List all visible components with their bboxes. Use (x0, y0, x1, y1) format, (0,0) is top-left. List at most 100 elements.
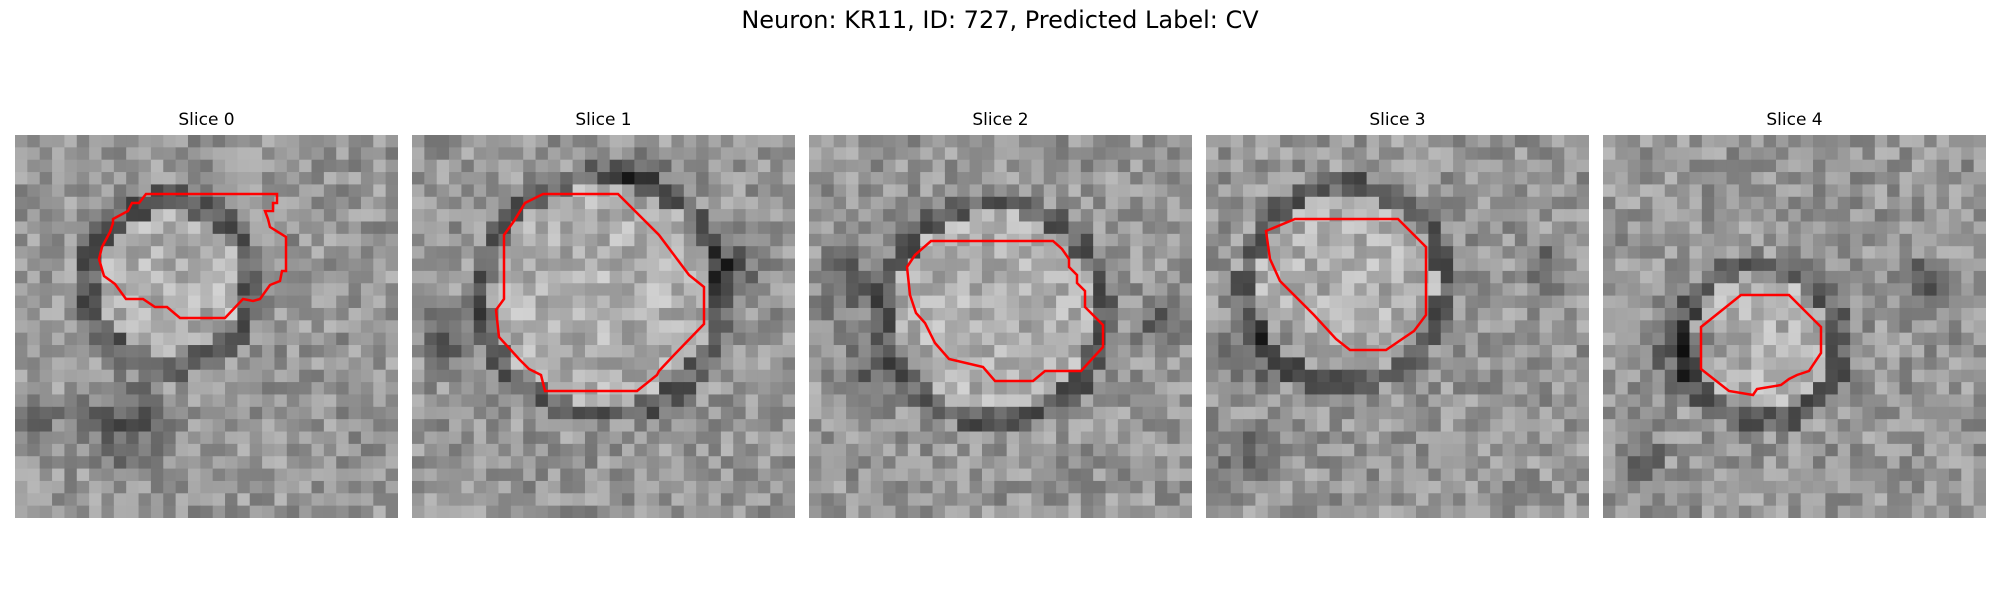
pixel-tile (200, 370, 213, 383)
pixel-tile (1130, 469, 1143, 482)
pixel-tile (486, 506, 499, 518)
pixel-tile (349, 456, 362, 469)
slice-title-1: Slice 1 (412, 108, 795, 132)
pixel-tile (1478, 357, 1491, 370)
pixel-tile (336, 259, 349, 272)
pixel-tile (1118, 456, 1131, 469)
pixel-tile (498, 481, 511, 494)
pixel-tile (1367, 493, 1380, 506)
pixel-tile (1404, 296, 1417, 309)
pixel-tile (274, 469, 287, 482)
pixel-tile (324, 506, 337, 518)
pixel-tile (1231, 444, 1244, 457)
pixel-tile (312, 493, 325, 506)
pixel-tile (1007, 469, 1020, 482)
pixel-tile (671, 493, 684, 506)
pixel-tile (474, 308, 487, 321)
pixel-tile (1155, 320, 1168, 333)
pixel-tile (498, 456, 511, 469)
pixel-tile (498, 184, 511, 197)
pixel-tile (1255, 135, 1268, 148)
pixel-tile (1552, 259, 1565, 272)
pixel-tile (1068, 197, 1081, 210)
pixel-tile (1564, 506, 1577, 518)
pixel-tile (1453, 345, 1466, 358)
pixel-tile (809, 345, 822, 358)
pixel-tile (834, 320, 847, 333)
pixel-tile (1243, 172, 1256, 185)
pixel-tile (1825, 197, 1838, 210)
pixel-tile (1453, 419, 1466, 432)
pixel-tile (1305, 456, 1318, 469)
pixel-tile (1503, 234, 1516, 247)
pixel-tile (883, 394, 896, 407)
pixel-tile (671, 357, 684, 370)
pixel-tile (1354, 271, 1367, 284)
pixel-tile (536, 283, 549, 296)
pixel-tile (1640, 234, 1653, 247)
pixel-tile (871, 221, 884, 234)
pixel-tile (1206, 160, 1219, 173)
pixel-tile (1652, 407, 1665, 420)
pixel-tile (1801, 481, 1814, 494)
pixel-tile (40, 493, 53, 506)
pixel-tile (27, 493, 40, 506)
pixel-tile (994, 197, 1007, 210)
pixel-tile (746, 407, 759, 420)
pixel-tile (610, 172, 623, 185)
pixel-tile (1478, 345, 1491, 358)
pixel-tile (77, 234, 90, 247)
pixel-tile (1416, 493, 1429, 506)
pixel-tile (610, 333, 623, 346)
pixel-tile (696, 456, 709, 469)
pixel-tile (40, 308, 53, 321)
pixel-tile (895, 456, 908, 469)
pixel-tile (548, 345, 561, 358)
pixel-tile (982, 160, 995, 173)
pixel-tile (1330, 147, 1343, 160)
pixel-tile (933, 444, 946, 457)
pixel-tile (114, 320, 127, 333)
pixel-tile (809, 407, 822, 420)
pixel-tile (1167, 246, 1180, 259)
pixel-tile (1007, 394, 1020, 407)
pixel-tile (684, 394, 697, 407)
pixel-tile (1764, 357, 1777, 370)
pixel-tile (1155, 160, 1168, 173)
pixel-tile (573, 320, 586, 333)
pixel-tile (1441, 333, 1454, 346)
pixel-tile (1838, 481, 1851, 494)
pixel-tile (274, 493, 287, 506)
pixel-tile (1354, 456, 1367, 469)
pixel-tile (1416, 506, 1429, 518)
pixel-tile (721, 506, 734, 518)
pixel-tile (373, 320, 386, 333)
pixel-tile (908, 432, 921, 445)
pixel-tile (1255, 246, 1268, 259)
pixel-tile (1615, 456, 1628, 469)
pixel-tile (1640, 259, 1653, 272)
pixel-tile (299, 394, 312, 407)
pixel-tile (188, 160, 201, 173)
pixel-tile (1540, 432, 1553, 445)
pixel-tile (139, 345, 152, 358)
pixel-tile (176, 197, 189, 210)
pixel-tile (1255, 419, 1268, 432)
pixel-tile (1478, 259, 1491, 272)
pixel-tile (424, 370, 437, 383)
pixel-tile (498, 419, 511, 432)
pixel-tile (1081, 160, 1094, 173)
pixel-tile (1788, 147, 1801, 160)
pixel-tile (957, 271, 970, 284)
pixel-tile (262, 271, 275, 284)
pixel-tile (1603, 506, 1616, 518)
pixel-tile (1130, 296, 1143, 309)
pixel-tile (412, 209, 425, 222)
pixel-tile (634, 432, 647, 445)
pixel-tile (1218, 271, 1231, 284)
pixel-tile (1019, 444, 1032, 457)
pixel-tile (437, 160, 450, 173)
pixel-tile (1961, 370, 1974, 383)
pixel-tile (733, 382, 746, 395)
pixel-tile (373, 407, 386, 420)
